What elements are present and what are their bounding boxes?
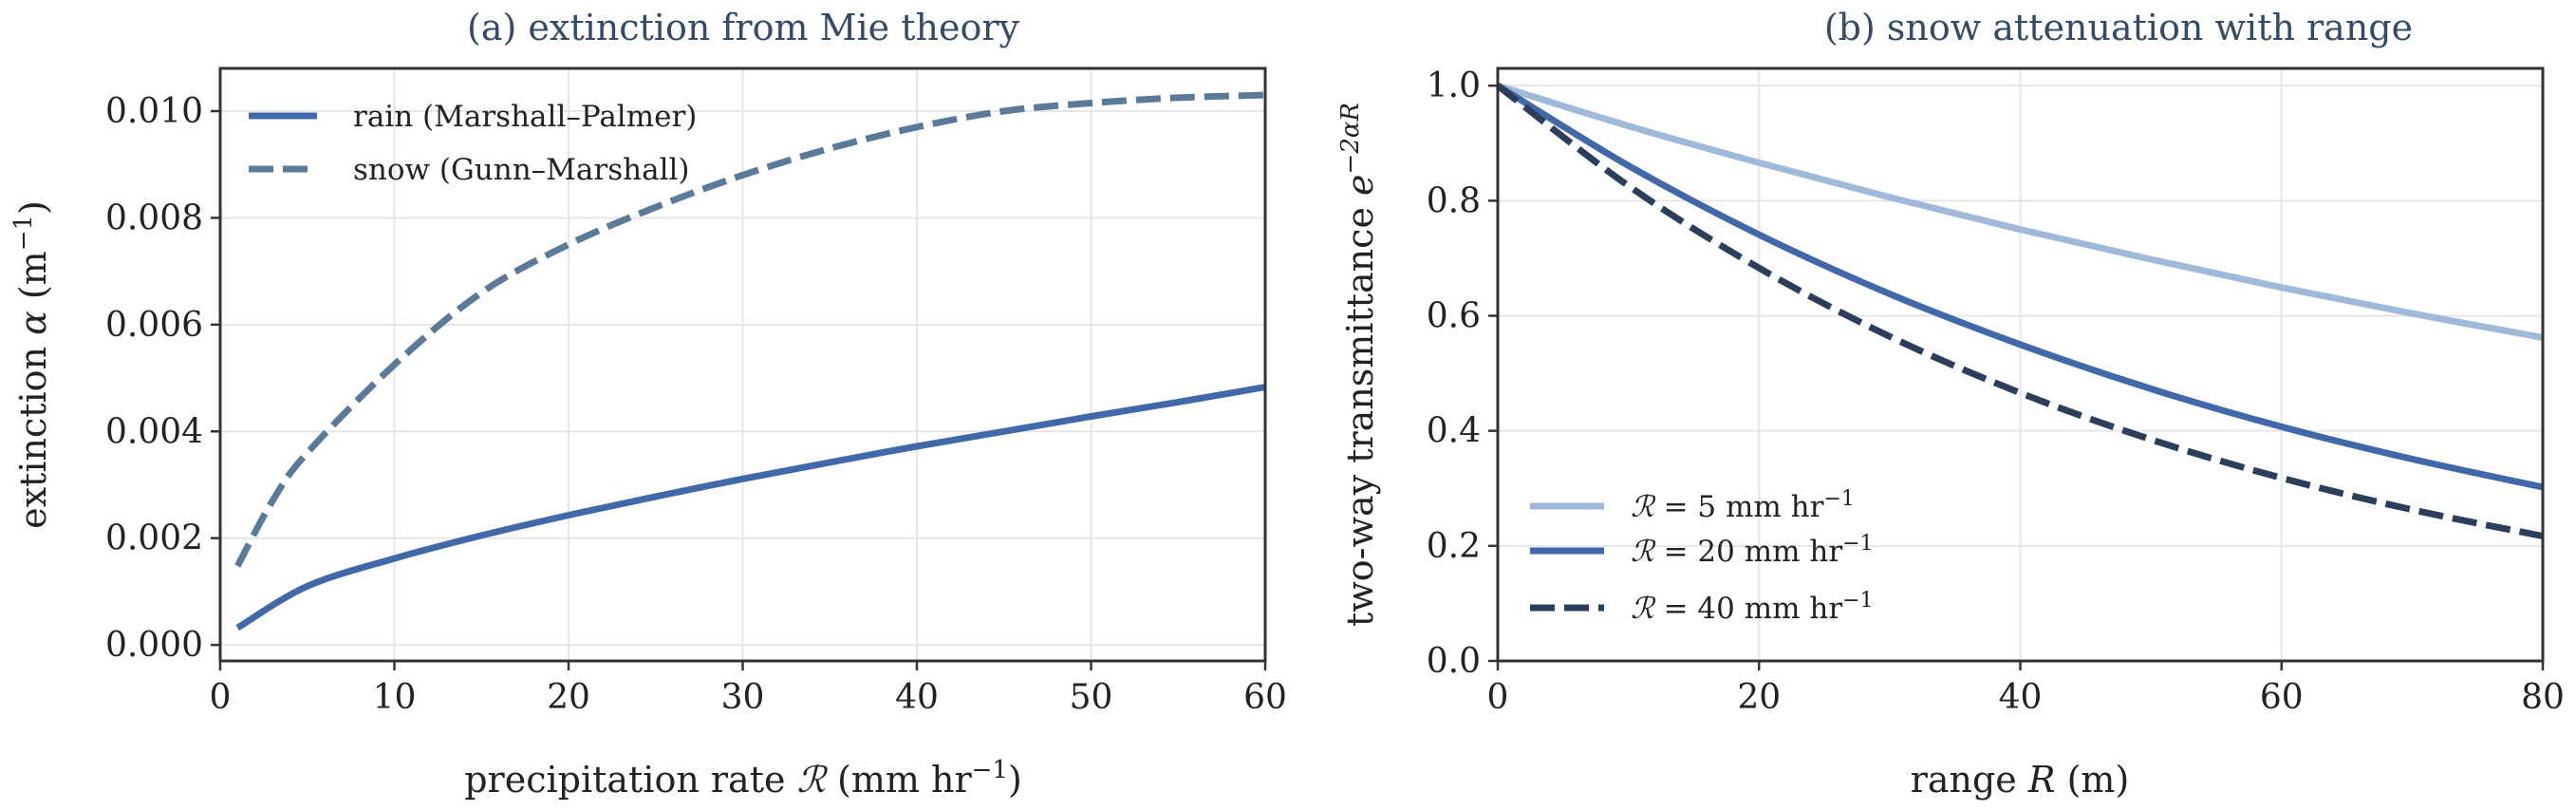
series-line-a-0 bbox=[235, 384, 1266, 632]
x-tick-label: 20 bbox=[1737, 678, 1781, 717]
panel-a-extinction: (a) extinction from Mie theory 0 10 20 30 40… bbox=[9, 7, 1287, 801]
legend-b-5-label: ℛ = 5 mm hr−1 bbox=[1631, 487, 1855, 525]
x-tick-label: 10 bbox=[373, 678, 417, 717]
y-tick-label: 0.0 bbox=[1427, 642, 1481, 681]
y-tick-label: 0.2 bbox=[1427, 527, 1481, 566]
panel-b-title: (b) snow attenuation with range bbox=[1824, 7, 2413, 48]
x-tick-label: 50 bbox=[1070, 678, 1113, 717]
y-tick-label: 0.006 bbox=[105, 306, 203, 345]
y-tick-label: 0.000 bbox=[105, 626, 203, 665]
y-tick-label: 0.008 bbox=[105, 198, 203, 237]
panel-a-x-axis-label: precipitation rate ℛ (mm hr−1) bbox=[464, 756, 1022, 801]
x-tick-label: 40 bbox=[1999, 678, 2043, 717]
panel-b-legend: ℛ = 5 mm hr−1 ℛ = 20 mm hr−1 ℛ = 40 mm h… bbox=[1530, 487, 1874, 627]
y-tick-label: 0.010 bbox=[105, 92, 203, 131]
x-tick-label: 60 bbox=[2260, 678, 2304, 717]
y-tick-label: 0.4 bbox=[1427, 412, 1481, 451]
x-tick-label: 60 bbox=[1243, 678, 1287, 717]
legend-a-rain-label: rain (Marshall–Palmer) bbox=[353, 100, 697, 134]
panel-b-attenuation: (b) snow attenuation with range 0 20 40 60 8… bbox=[1336, 7, 2565, 801]
panel-b-ticks: 0 20 40 60 80 0.0 0.2 0.4 0.6 0.8 1.0 bbox=[1427, 66, 2565, 717]
panel-a-series bbox=[234, 91, 1266, 632]
y-tick-label: 0.6 bbox=[1427, 297, 1481, 336]
panel-b-y-axis-label: two-way transmittance e−2αR bbox=[1336, 103, 1381, 627]
panel-a-ticks: 0 10 20 30 40 50 60 0.000 0.002 0.004 0.006 0.008 0.… bbox=[105, 92, 1287, 717]
legend-b-40-label: ℛ = 40 mm hr−1 bbox=[1631, 589, 1874, 627]
x-tick-label: 40 bbox=[895, 678, 939, 717]
panel-a-y-axis-label: extinction α (m−1) bbox=[9, 200, 54, 529]
y-tick-label: 0.002 bbox=[105, 519, 203, 558]
panel-b-x-axis-label: range R (m) bbox=[1911, 759, 2130, 801]
x-tick-label: 20 bbox=[547, 678, 590, 717]
panel-b-grid bbox=[1497, 68, 2544, 662]
panel-b-series bbox=[1495, 82, 2544, 539]
series-line-b-1 bbox=[1496, 83, 2544, 491]
x-tick-label: 30 bbox=[721, 678, 765, 717]
series-line-a-1 bbox=[234, 91, 1266, 568]
y-tick-label: 0.8 bbox=[1427, 181, 1481, 220]
x-tick-label: 80 bbox=[2521, 678, 2565, 717]
panel-a-grid bbox=[219, 68, 1266, 661]
x-tick-label: 0 bbox=[1487, 678, 1509, 717]
series-line-b-0 bbox=[1496, 82, 2544, 341]
panel-a-title: (a) extinction from Mie theory bbox=[467, 7, 1019, 48]
y-tick-label: 0.004 bbox=[105, 412, 203, 451]
y-tick-label: 1.0 bbox=[1427, 66, 1481, 105]
panel-a-legend: rain (Marshall–Palmer) snow (Gunn–Marsha… bbox=[249, 100, 697, 187]
series-line-b-2 bbox=[1495, 83, 2544, 539]
x-tick-label: 0 bbox=[210, 678, 232, 717]
legend-a-snow-label: snow (Gunn–Marshall) bbox=[353, 153, 690, 187]
legend-b-20-label: ℛ = 20 mm hr−1 bbox=[1631, 532, 1874, 570]
